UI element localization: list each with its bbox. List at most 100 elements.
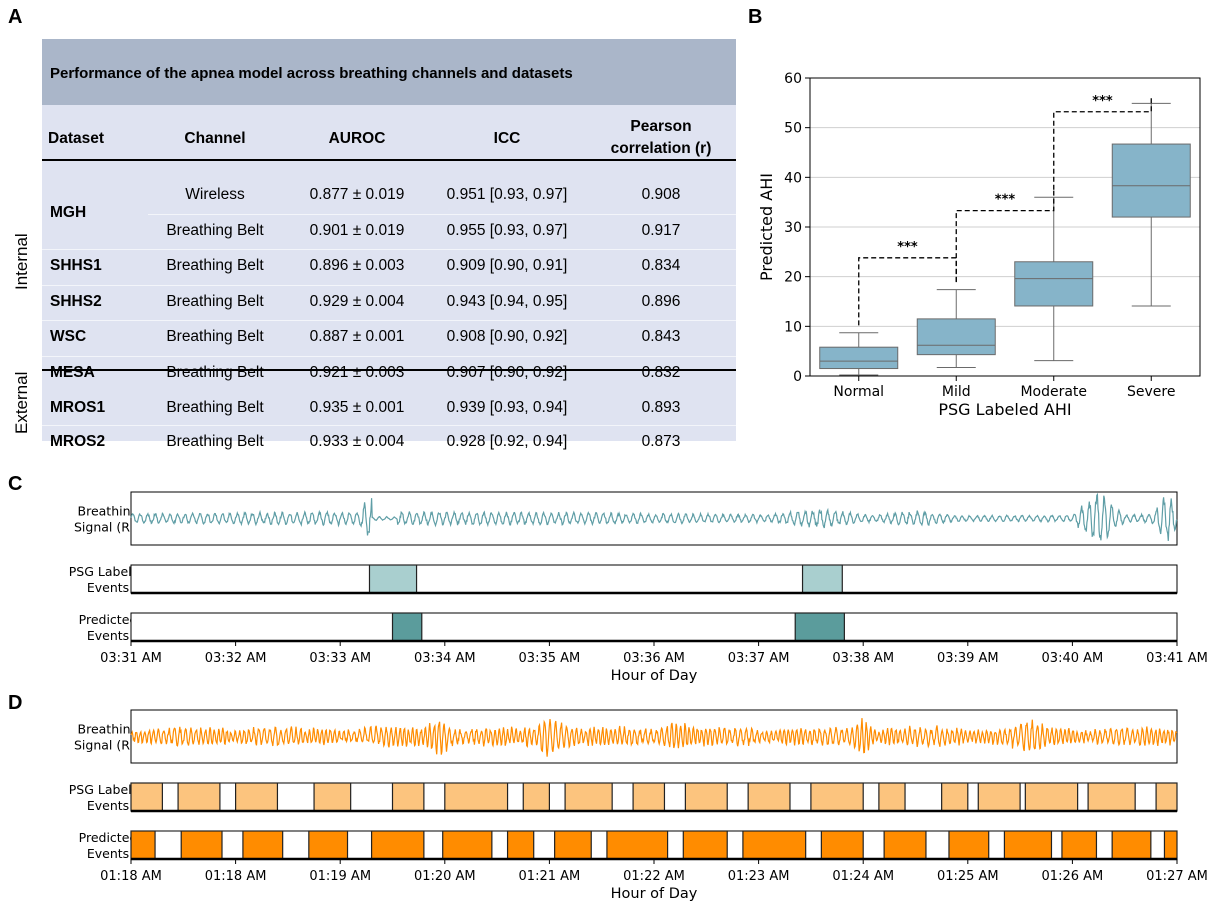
row-label: Signal (RF): [74, 738, 142, 753]
psg-event: [941, 782, 969, 812]
y-tick-label: 60: [784, 71, 802, 87]
row-auroc: 0.933 ± 0.004: [309, 433, 405, 450]
row-r: 0.896: [641, 293, 681, 310]
row-r: 0.917: [641, 222, 681, 239]
psg-event: [801, 564, 843, 594]
psg-event: [632, 782, 666, 812]
x-tick-label: 01:25 AM: [937, 869, 999, 884]
x-tick-label: 01:27 AM: [1146, 869, 1208, 884]
x-tick-label: 03:39 AM: [937, 651, 999, 666]
row-label: Breathing: [78, 504, 139, 519]
predicted-event: [180, 830, 223, 860]
row-r: 0.908: [641, 186, 681, 203]
table-caption-bar: Performance of the apnea model across br…: [42, 39, 736, 105]
psg-event: [747, 782, 791, 812]
significance-bracket: [858, 257, 957, 326]
psg-event: [177, 782, 221, 812]
row-auroc: 0.935 ± 0.001: [309, 399, 405, 416]
psg-event: [313, 782, 352, 812]
y-tick-label: 10: [784, 319, 802, 335]
x-tick-label: 01:22 AM: [623, 869, 685, 884]
psg-event: [810, 782, 864, 812]
group-label-external: External: [12, 371, 31, 434]
y-tick-label: 40: [784, 170, 802, 186]
x-tick-label: 03:37 AM: [728, 651, 790, 666]
row-r: 0.834: [641, 257, 681, 274]
row-divider: [42, 356, 736, 357]
row-dataset: MROS2: [50, 433, 106, 450]
x-tick-label: 01:21 AM: [519, 869, 581, 884]
row-divider: [42, 249, 736, 250]
x-axis-label: Hour of Day: [611, 886, 698, 902]
header-pearson: Pearson: [630, 118, 692, 135]
row-divider: [148, 214, 736, 215]
row-icc: 0.907 [0.90, 0.92]: [446, 364, 568, 381]
x-tick-label: 03:33 AM: [309, 651, 371, 666]
performance-table: Performance of the apnea model across br…: [42, 39, 736, 450]
x-tick-label: 03:35 AM: [519, 651, 581, 666]
panel-label-c: C: [8, 473, 23, 495]
row-channel: Breathing Belt: [166, 328, 264, 345]
row-label: PSG Labeled: [69, 782, 147, 797]
row-channel: Breathing Belt: [166, 257, 264, 274]
predicted-event: [606, 830, 669, 860]
row-channel: Breathing Belt: [166, 293, 264, 310]
predicted-event: [883, 830, 927, 860]
row-auroc: 0.929 ± 0.004: [309, 293, 405, 310]
signal-frame: [130, 709, 1178, 764]
x-tick-label: 01:18 AM: [205, 869, 267, 884]
row-channel: Breathing Belt: [166, 433, 264, 450]
panel-label-a: A: [8, 6, 23, 28]
row-channel: Breathing Belt: [166, 364, 264, 381]
breathing-signal-trace: [130, 718, 1178, 757]
header-dataset: Dataset: [48, 130, 104, 147]
box-normal: [819, 346, 899, 370]
psg-event: [1087, 782, 1136, 812]
psg-event-row-frame: [130, 564, 1178, 594]
y-axis-label: Predicted AHI: [757, 173, 776, 281]
psg-event: [1155, 782, 1178, 812]
row-r: 0.893: [641, 399, 681, 416]
group-label-internal: Internal: [12, 233, 31, 290]
table-caption: Performance of the apnea model across br…: [50, 65, 573, 82]
psg-event: [522, 782, 550, 812]
y-tick-label: 50: [784, 121, 802, 137]
x-axis-label: PSG Labeled AHI: [938, 400, 1071, 419]
predicted-event: [1111, 830, 1152, 860]
y-tick-label: 30: [784, 220, 802, 236]
row-label: Predicted: [79, 830, 138, 845]
row-label: Events: [87, 798, 129, 813]
row-icc: 0.928 [0.92, 0.94]: [446, 433, 568, 450]
row-divider: [42, 320, 736, 321]
row-channel: Breathing Belt: [166, 399, 264, 416]
predicted-event: [391, 612, 423, 642]
x-tick-label: Moderate: [1020, 384, 1087, 400]
predicted-event: [1061, 830, 1098, 860]
row-label: Signal (RF): [74, 520, 142, 535]
x-tick-label: 01:23 AM: [728, 869, 790, 884]
row-dataset: MGH: [50, 204, 87, 221]
predicted-event: [554, 830, 592, 860]
row-channel: Breathing Belt: [166, 222, 264, 239]
row-channel: Wireless: [185, 186, 245, 203]
box-moderate: [1014, 261, 1094, 307]
significance-label: ***: [897, 240, 918, 255]
row-dataset: SHHS1: [50, 257, 102, 274]
x-tick-label: 01:26 AM: [1042, 869, 1104, 884]
panel-label-b: B: [748, 6, 763, 28]
psg-event: [444, 782, 509, 812]
row-label: PSG Labeled: [69, 564, 147, 579]
x-tick-label: 03:40 AM: [1042, 651, 1104, 666]
psg-event: [977, 782, 1021, 812]
psg-event: [878, 782, 906, 812]
x-tick-label: 03:31 AM: [100, 651, 162, 666]
row-auroc: 0.896 ± 0.003: [309, 257, 405, 274]
header-icc: ICC: [493, 130, 521, 147]
psg-event: [564, 782, 613, 812]
psg-event: [1024, 782, 1079, 812]
predicted-event: [794, 612, 845, 642]
row-dataset: MROS1: [50, 399, 106, 416]
x-tick-label: 03:34 AM: [414, 651, 476, 666]
box-mild: [916, 318, 996, 356]
